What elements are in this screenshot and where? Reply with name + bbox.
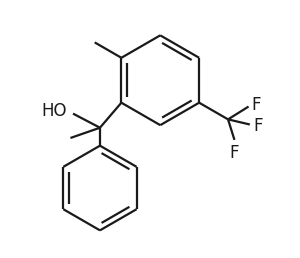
Text: HO: HO	[41, 102, 67, 120]
Text: F: F	[230, 144, 239, 162]
Text: F: F	[254, 117, 263, 135]
Text: F: F	[251, 96, 261, 114]
